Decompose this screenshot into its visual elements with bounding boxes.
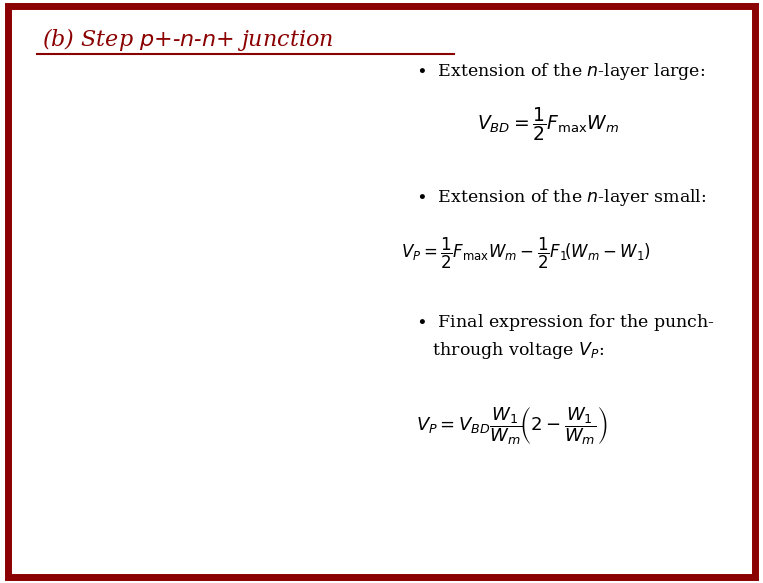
Text: $p^+$: $p^+$	[79, 153, 110, 180]
Bar	[270, 73, 298, 259]
Text: $V_{BD} = \dfrac{1}{2}F_{\mathrm{max}}W_m$: $V_{BD} = \dfrac{1}{2}F_{\mathrm{max}}W_…	[477, 105, 619, 143]
Text: $\bullet$  Extension of the $n$-layer large:: $\bullet$ Extension of the $n$-layer lar…	[416, 61, 705, 82]
Bar	[154, 73, 186, 259]
Text: $n$: $n$	[217, 155, 232, 177]
Text: $\bullet$  Final expression for the punch-
   through voltage $V_P$:: $\bullet$ Final expression for the punch…	[416, 312, 715, 361]
Text: $-F_{\mathrm{max}}$: $-F_{\mathrm{max}}$	[105, 339, 151, 357]
Text: (b) Step $p$+-$n$-$n$+ junction: (b) Step $p$+-$n$-$n$+ junction	[42, 26, 333, 53]
Text: $-W_p$: $-W_p$	[135, 262, 174, 285]
Text: $\bullet$  Extension of the $n$-layer small:: $\bullet$ Extension of the $n$-layer sma…	[416, 187, 707, 208]
Text: $V_P = V_{BD}\dfrac{W_1}{W_m}\!\left(2 - \dfrac{W_1}{W_m}\right)$: $V_P = V_{BD}\dfrac{W_1}{W_m}\!\left(2 -…	[416, 405, 607, 447]
Text: $n^+$: $n^+$	[327, 156, 354, 177]
Text: $x$: $x$	[389, 511, 403, 529]
Text: $-F(x)$: $-F(x)$	[162, 290, 209, 310]
Text: $V_P = \dfrac{1}{2}F_{\mathrm{max}}W_m - \dfrac{1}{2}F_1\!\left(W_m - W_1\right): $V_P = \dfrac{1}{2}F_{\mathrm{max}}W_m -…	[401, 236, 651, 271]
Text: $-F_1$: $-F_1$	[124, 422, 151, 438]
Text: $W_1$: $W_1$	[240, 264, 263, 283]
Bar	[186, 73, 270, 259]
Text: $W_m$: $W_m$	[305, 264, 332, 283]
